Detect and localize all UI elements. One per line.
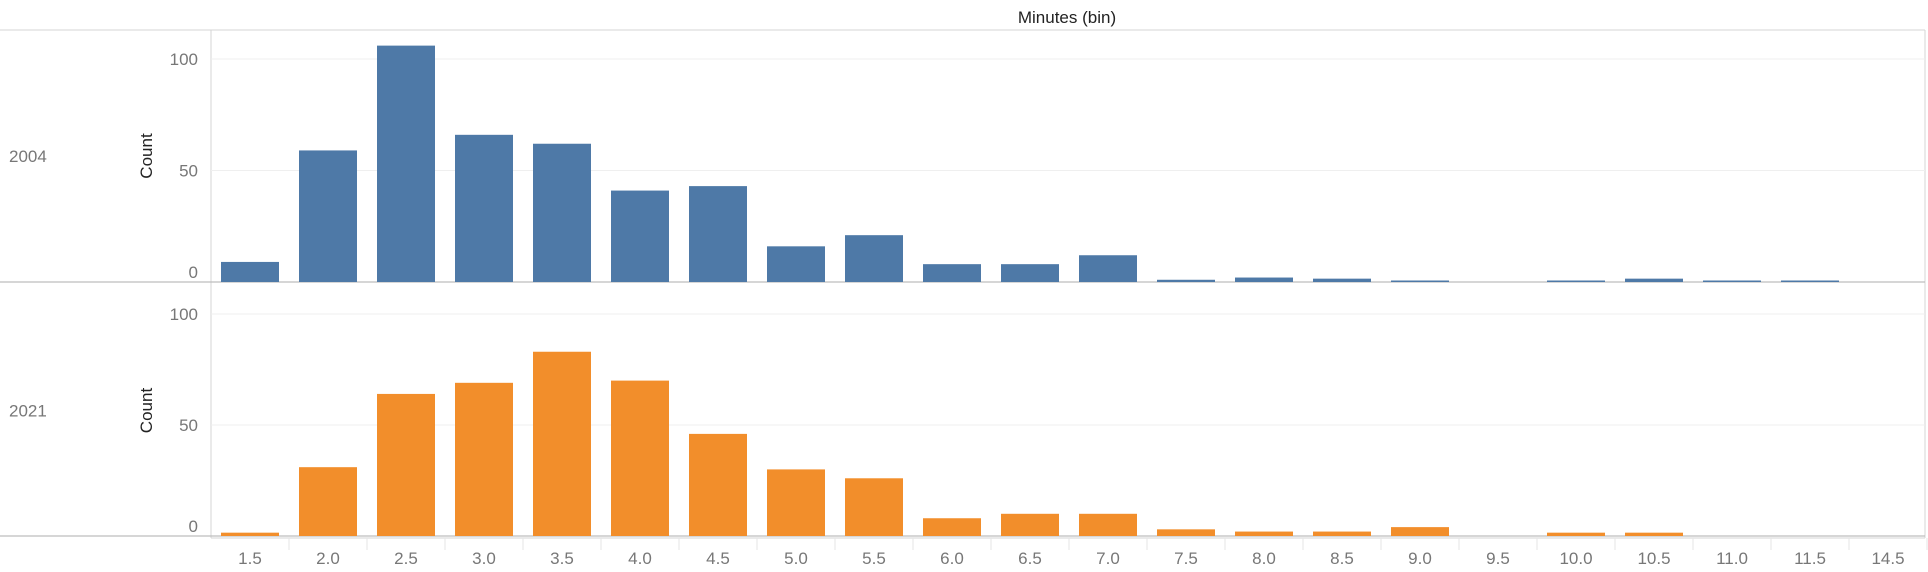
x-tick-label: 11.5 bbox=[1794, 549, 1826, 568]
y-tick-label: 50 bbox=[179, 162, 198, 181]
bar-2021-2.0 bbox=[299, 467, 357, 536]
bar-2004-2.0 bbox=[299, 150, 357, 282]
bar-2021-10.5 bbox=[1625, 532, 1683, 536]
bar-2004-4.0 bbox=[611, 190, 669, 282]
x-tick-label: 4.0 bbox=[628, 549, 652, 568]
bar-2004-5.0 bbox=[767, 246, 825, 282]
y-tick-label: 50 bbox=[179, 416, 198, 435]
x-tick-label: 5.5 bbox=[862, 549, 886, 568]
bar-2004-10.5 bbox=[1625, 278, 1683, 282]
bar-2021-5.5 bbox=[845, 478, 903, 536]
x-tick-label: 9.5 bbox=[1486, 549, 1510, 568]
y-tick-label: 100 bbox=[170, 305, 198, 324]
y-tick-label: 0 bbox=[189, 517, 198, 536]
bar-2021-8.5 bbox=[1313, 531, 1371, 536]
y-axis-title: Count bbox=[137, 388, 156, 434]
x-axis: 1.5 2.0 2.5 3.0 3.5 4.0 4.5 5.0 5.5 6.0 6.5 7.0 7.5 8… bbox=[211, 537, 1928, 568]
bar-2021-2.5 bbox=[377, 393, 435, 536]
bar-2004-10.0 bbox=[1547, 280, 1605, 282]
x-tick-label: 9.0 bbox=[1408, 549, 1432, 568]
chart-frame bbox=[0, 29, 1926, 538]
x-tick-label: 14.5 bbox=[1871, 549, 1904, 568]
bar-2021-1.5 bbox=[221, 532, 279, 536]
bar-2004-1.5 bbox=[221, 261, 279, 282]
bar-2021-4.5 bbox=[689, 433, 747, 536]
x-tick-label: 6.5 bbox=[1018, 549, 1042, 568]
x-tick-label: 5.0 bbox=[784, 549, 808, 568]
bar-2004-11.0 bbox=[1703, 280, 1761, 282]
bar-2004-7.5 bbox=[1157, 279, 1215, 282]
bar-2004-3.5 bbox=[533, 143, 591, 282]
x-tick-label: 8.5 bbox=[1330, 549, 1354, 568]
bar-2021-3.0 bbox=[455, 382, 513, 536]
bar-2004-2.5 bbox=[377, 45, 435, 283]
bar-2004-8.5 bbox=[1313, 278, 1371, 282]
bar-2004-4.5 bbox=[689, 186, 747, 282]
x-tick-label: 10.0 bbox=[1559, 549, 1592, 568]
bar-2021-7.0 bbox=[1079, 513, 1137, 536]
bar-2004-11.5 bbox=[1781, 280, 1839, 282]
pane-2004: 0 50 100 2004 Count bbox=[0, 45, 1925, 283]
bar-2004-3.0 bbox=[455, 134, 513, 282]
x-tick-label: 2.0 bbox=[316, 549, 340, 568]
x-tick-label: 8.0 bbox=[1252, 549, 1276, 568]
x-tick-label: 3.5 bbox=[550, 549, 574, 568]
bar-2021-10.0 bbox=[1547, 532, 1605, 536]
bar-2004-6.5 bbox=[1001, 264, 1059, 282]
x-tick-label: 6.0 bbox=[940, 549, 964, 568]
bar-2004-7.0 bbox=[1079, 255, 1137, 282]
y-tick-label: 100 bbox=[170, 50, 198, 69]
bar-2004-6.0 bbox=[923, 264, 981, 282]
bar-2004-9.0 bbox=[1391, 280, 1449, 282]
x-tick-label: 11.0 bbox=[1716, 549, 1748, 568]
y-axis-title: Count bbox=[137, 133, 156, 179]
x-tick-label: 7.5 bbox=[1174, 549, 1198, 568]
x-tick-label: 10.5 bbox=[1637, 549, 1670, 568]
pane-2021: 0 50 100 2021 Count bbox=[0, 305, 1925, 537]
bar-2021-6.5 bbox=[1001, 513, 1059, 536]
bar-2021-6.0 bbox=[923, 518, 981, 536]
x-tick-label: 4.5 bbox=[706, 549, 730, 568]
chart-panes: 0 50 100 2004 Count 0 50 100 2021 Count bbox=[0, 45, 1925, 537]
bar-2021-7.5 bbox=[1157, 529, 1215, 536]
x-tick-label: 1.5 bbox=[238, 549, 262, 568]
x-tick-label: 7.0 bbox=[1096, 549, 1120, 568]
bar-2021-9.0 bbox=[1391, 527, 1449, 536]
y-tick-label: 0 bbox=[189, 263, 198, 282]
bar-2021-3.5 bbox=[533, 351, 591, 536]
bar-2021-5.0 bbox=[767, 469, 825, 536]
row-label: 2021 bbox=[9, 402, 47, 421]
bar-2021-8.0 bbox=[1235, 531, 1293, 536]
bar-2004-8.0 bbox=[1235, 277, 1293, 282]
bar-2021-4.0 bbox=[611, 380, 669, 536]
chart-title: Minutes (bin) bbox=[1018, 8, 1116, 27]
x-tick-label: 2.5 bbox=[394, 549, 418, 568]
bar-2004-5.5 bbox=[845, 235, 903, 282]
x-tick-label: 3.0 bbox=[472, 549, 496, 568]
row-label: 2004 bbox=[9, 147, 47, 166]
